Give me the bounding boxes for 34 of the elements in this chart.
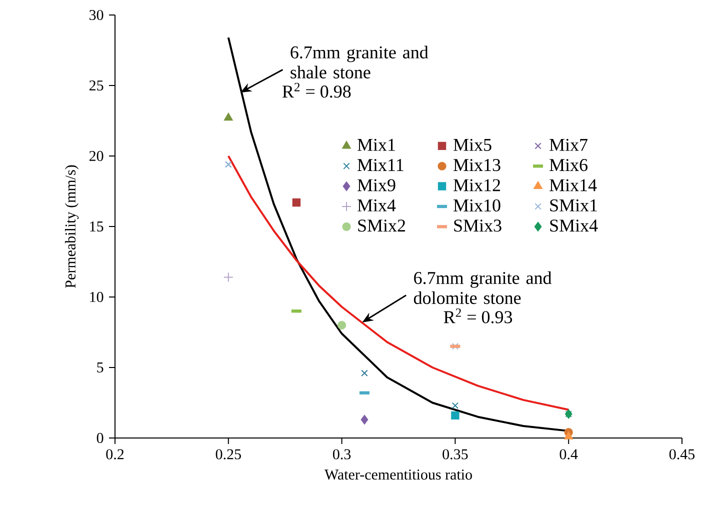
- legend-label: Mix11: [358, 159, 404, 171]
- legend-label: SMix4: [550, 220, 598, 232]
- x-tick-label: 0.25: [216, 449, 241, 460]
- y-tick-label: 20: [89, 150, 104, 162]
- x-tick-label: 0.2: [106, 449, 124, 460]
- annotation: 6.7mm granite and shale stone: [290, 46, 428, 78]
- legend-label: Mix14: [550, 179, 597, 192]
- legend-label: SMix1: [550, 199, 597, 212]
- legend-label: SMix3: [454, 220, 502, 232]
- y-tick-label: 15: [90, 221, 104, 232]
- legend-label: Mix5: [454, 138, 492, 151]
- legend-label: Mix13: [454, 159, 500, 172]
- annotation: R$^{2}$ = 0.98: [282, 82, 351, 98]
- x-tick-label: 0.3: [332, 449, 351, 460]
- legend-label: Mix7: [550, 138, 588, 151]
- y-tick-label: 25: [89, 80, 104, 91]
- legend-label: Mix1: [358, 138, 395, 151]
- annotation: 6.7mm granite and dolomite stone: [414, 271, 552, 304]
- y-tick-label: 0: [96, 432, 104, 444]
- legend-label: Mix12: [454, 179, 500, 192]
- legend-label: Mix9: [358, 179, 396, 192]
- y-tick-label: 30: [90, 10, 104, 20]
- y-axis-title: Permeability (mm/s): [64, 165, 79, 288]
- y-tick-label: 5: [97, 362, 104, 372]
- x-axis-title: Water-cementitious ratio: [324, 470, 472, 480]
- x-tick-label: 0.45: [669, 449, 695, 460]
- x-tick-label: 0.4: [560, 449, 578, 460]
- legend-label: Mix10: [454, 199, 500, 212]
- y-tick-label: 10: [90, 292, 104, 302]
- x-tick-label: 0.35: [442, 449, 468, 460]
- legend-label: Mix4: [358, 199, 396, 212]
- legend-label: Mix6: [550, 159, 588, 172]
- annotation: R$^{2}$ = 0.93: [444, 308, 512, 324]
- legend-label: SMix2: [358, 220, 406, 232]
